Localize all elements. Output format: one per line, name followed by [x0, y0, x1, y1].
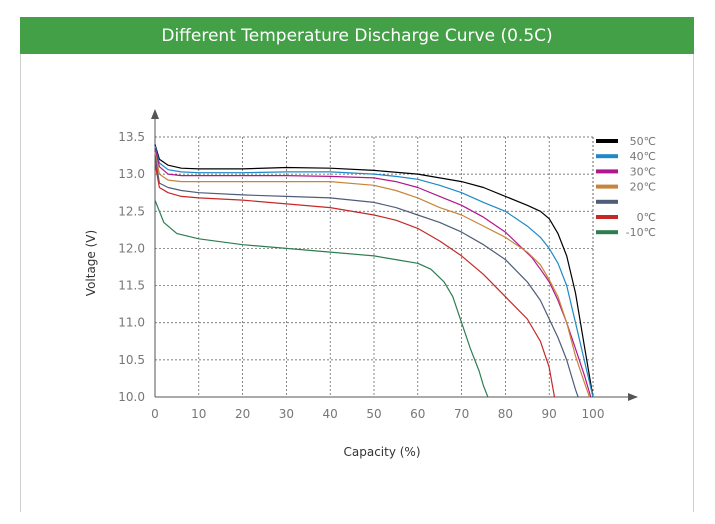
- series-line-3: [154, 151, 591, 398]
- series-line-0: [154, 144, 594, 398]
- series-line-1: [154, 145, 594, 398]
- x-tick-label: 40: [323, 407, 338, 421]
- x-tick-label: 70: [454, 407, 469, 421]
- x-tick-label: 80: [498, 407, 513, 421]
- x-tick-label: 90: [542, 407, 557, 421]
- legend-label: 0℃: [637, 211, 656, 224]
- chart-card: [20, 17, 694, 512]
- series-line-2: [154, 147, 592, 398]
- x-tick-label: 10: [191, 407, 206, 421]
- y-tick-label: 10.5: [118, 353, 145, 367]
- legend-label: 30℃: [630, 165, 656, 178]
- y-axis-label: Voltage (V): [84, 230, 98, 296]
- series-line-5: [154, 162, 556, 398]
- x-axis-arrow-icon: [628, 393, 638, 401]
- x-tick-label: 50: [366, 407, 381, 421]
- legend-swatch: [596, 215, 618, 219]
- y-tick-label: 13.5: [118, 130, 145, 144]
- grid: [155, 136, 594, 397]
- x-tick-label: 30: [279, 407, 294, 421]
- legend-swatch: [596, 139, 618, 143]
- legend-swatch: [596, 184, 618, 189]
- chart-title: Different Temperature Discharge Curve (0…: [161, 25, 553, 46]
- y-tick-label: 11.0: [118, 316, 145, 330]
- x-tick-label: 60: [410, 407, 425, 421]
- y-tick-label: 13.0: [118, 167, 145, 181]
- y-tick-label: 12.0: [118, 241, 145, 255]
- legend-label: -10℃: [626, 226, 656, 239]
- legend-label: 20℃: [630, 181, 656, 194]
- y-tick-label: 10.0: [118, 390, 145, 404]
- legend: 50℃ 40℃ 30℃ 20℃ 0℃ -10℃: [596, 135, 656, 239]
- axes: 0 10 20 30 40 50 60 70 80 90 100 10.0 10.5 11.0 11.5 12…: [118, 109, 638, 421]
- y-tick-label: 11.5: [118, 279, 145, 293]
- y-tick-label: 12.5: [118, 204, 145, 218]
- y-axis-arrow-icon: [151, 109, 159, 119]
- legend-swatch: [596, 154, 618, 159]
- legend-label: 50℃: [630, 135, 656, 148]
- x-tick-label: 20: [235, 407, 250, 421]
- x-tick-label: 100: [582, 407, 605, 421]
- legend-swatch: [596, 230, 618, 235]
- series-line-4: [154, 155, 579, 398]
- legend-label: 40℃: [630, 150, 656, 163]
- legend-swatch: [596, 169, 618, 174]
- series-lines: [154, 144, 594, 398]
- chart-title-banner: Different Temperature Discharge Curve (0…: [20, 17, 694, 54]
- legend-swatch: [596, 199, 618, 204]
- series-line-6: [154, 199, 489, 398]
- x-tick-label: 0: [151, 407, 159, 421]
- x-axis-label: Capacity (%): [343, 445, 420, 459]
